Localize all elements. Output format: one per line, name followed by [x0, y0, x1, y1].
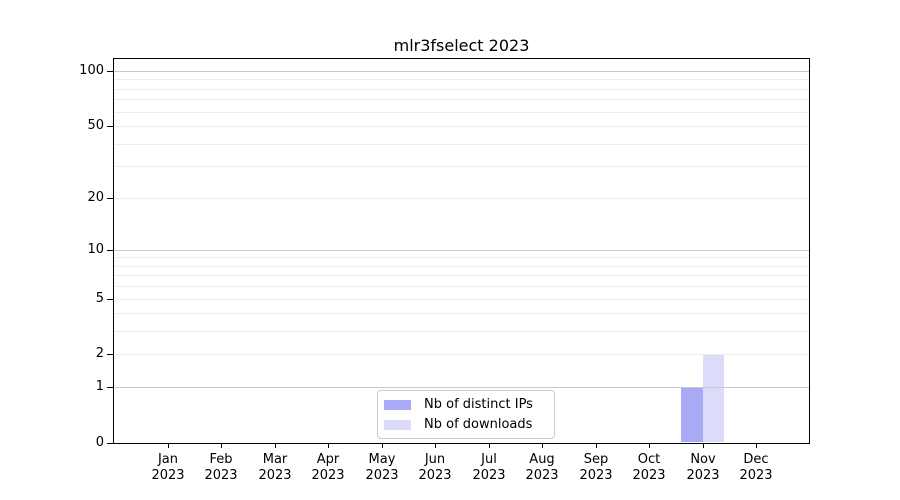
legend-swatch-distinct-ips-icon [384, 400, 411, 410]
y-tick-mark [107, 354, 113, 355]
gridline-minor [114, 79, 810, 80]
x-tick-mark [168, 443, 169, 448]
x-tick-label: Jul 2023 [472, 452, 506, 483]
x-tick-mark [221, 443, 222, 448]
x-tick-mark [489, 443, 490, 448]
x-tick-label: Jun 2023 [418, 452, 452, 483]
gridline-minor [114, 144, 810, 145]
chart-title: mlr3fselect 2023 [393, 36, 530, 55]
y-tick-mark [107, 198, 113, 199]
y-tick-mark [107, 71, 113, 72]
bar-nb-of-downloads [702, 354, 725, 442]
gridline-minor [114, 198, 810, 199]
x-tick-label: May 2023 [365, 452, 399, 483]
gridline-major [114, 71, 810, 72]
gridline-major [114, 250, 810, 251]
gridline-minor [114, 89, 810, 90]
gridline-minor [114, 166, 810, 167]
legend-item-distinct-ips: Nb of distinct IPs [384, 395, 554, 415]
gridline-minor [114, 112, 810, 113]
gridline-minor [114, 299, 810, 300]
x-tick-mark [596, 443, 597, 448]
x-tick-mark [328, 443, 329, 448]
gridline-minor [114, 126, 810, 127]
bar-nb-of-distinct-ips [681, 387, 703, 442]
gridline-major [114, 387, 810, 388]
gridline-minor [114, 266, 810, 267]
y-tick-label: 10 [87, 242, 104, 257]
y-tick-mark [107, 299, 113, 300]
y-tick-mark [107, 126, 113, 127]
x-tick-label: Oct 2023 [632, 452, 666, 483]
gridline-minor [114, 286, 810, 287]
legend-swatch-downloads-icon [384, 420, 411, 430]
x-tick-mark [542, 443, 543, 448]
gridline-minor [114, 275, 810, 276]
legend: Nb of distinct IPs Nb of downloads [377, 390, 555, 439]
legend-label-distinct-ips: Nb of distinct IPs [424, 397, 533, 412]
gridline-minor [114, 257, 810, 258]
y-tick-label: 2 [95, 346, 104, 361]
y-tick-label: 20 [87, 190, 104, 205]
x-tick-label: Mar 2023 [258, 452, 292, 483]
y-tick-mark [107, 443, 113, 444]
gridline-minor [114, 99, 810, 100]
legend-label-downloads: Nb of downloads [424, 417, 533, 432]
x-tick-label: Sep 2023 [579, 452, 613, 483]
gridline-minor [114, 313, 810, 314]
x-tick-mark [435, 443, 436, 448]
y-tick-label: 100 [79, 63, 104, 78]
x-tick-label: Aug 2023 [525, 452, 559, 483]
x-tick-label: Dec 2023 [739, 452, 773, 483]
x-tick-mark [756, 443, 757, 448]
x-tick-label: Feb 2023 [204, 452, 238, 483]
y-tick-mark [107, 250, 113, 251]
y-tick-label: 50 [87, 118, 104, 133]
x-tick-label: Apr 2023 [311, 452, 345, 483]
legend-item-downloads: Nb of downloads [384, 415, 554, 435]
x-tick-mark [703, 443, 704, 448]
y-tick-label: 5 [95, 291, 104, 306]
y-tick-label: 0 [95, 435, 104, 450]
x-tick-label: Nov 2023 [686, 452, 720, 483]
x-tick-mark [382, 443, 383, 448]
x-tick-mark [275, 443, 276, 448]
x-tick-mark [649, 443, 650, 448]
x-tick-label: Jan 2023 [151, 452, 185, 483]
gridline-minor [114, 354, 810, 355]
y-tick-mark [107, 387, 113, 388]
y-tick-label: 1 [95, 379, 104, 394]
gridline-minor [114, 331, 810, 332]
